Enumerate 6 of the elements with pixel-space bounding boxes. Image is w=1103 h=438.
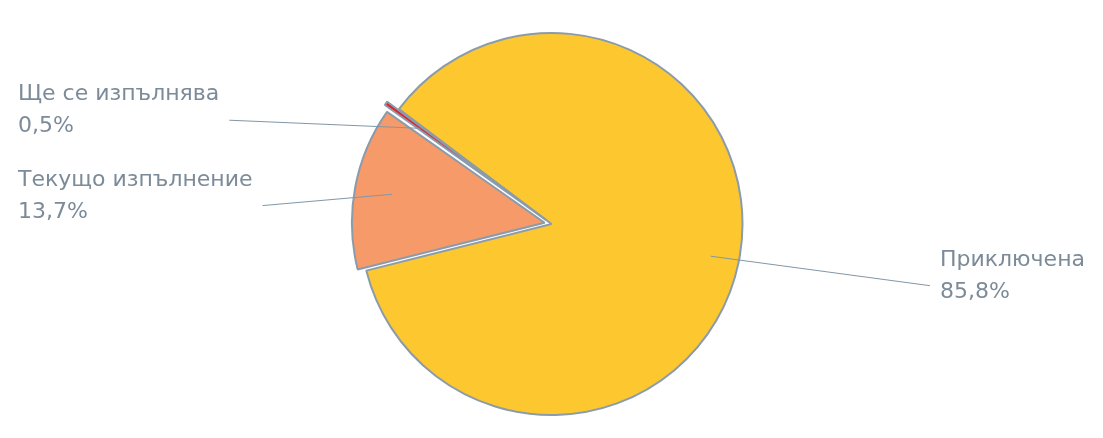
slice-label: Ще се изпълнява bbox=[18, 80, 220, 106]
data-label: 85,8% bbox=[939, 277, 1010, 303]
slice-label: Текущо изпълнение bbox=[17, 165, 253, 191]
data-label: 13,7% bbox=[18, 197, 88, 223]
slice-label: Приключена bbox=[939, 245, 1085, 271]
data-label: 0,5% bbox=[18, 112, 74, 138]
